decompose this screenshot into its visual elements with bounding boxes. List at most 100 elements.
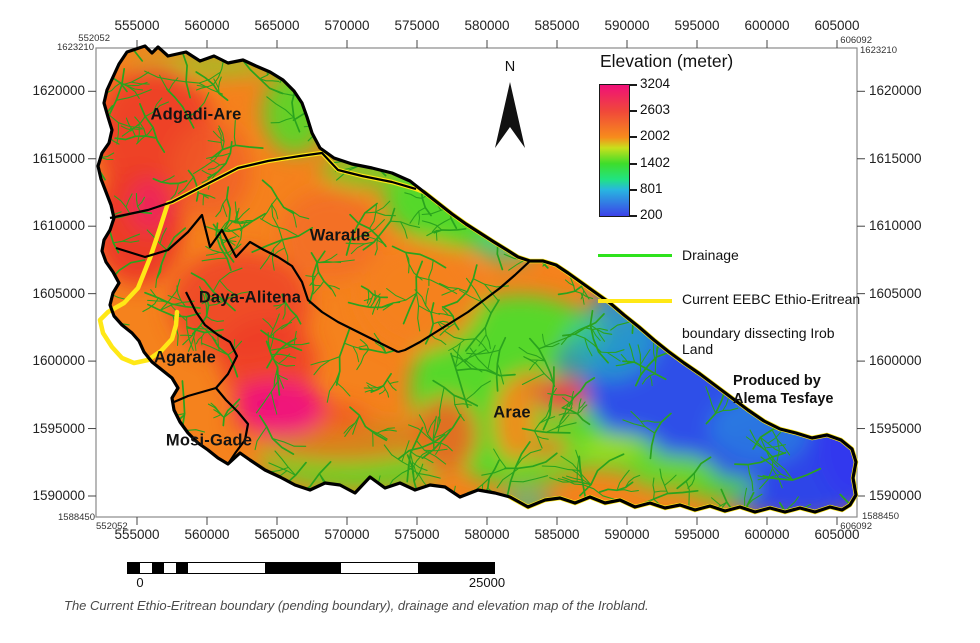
legend-title: Elevation (meter) [600, 51, 734, 71]
drainage-stream [201, 171, 219, 184]
x-axis-tick-label: 560000 [184, 527, 230, 542]
drainage-stream [213, 414, 222, 419]
drainage-stream [819, 414, 836, 419]
drainage-stream [351, 111, 374, 130]
drainage-stream [206, 152, 231, 159]
drainage-stream [683, 87, 694, 109]
drainage-stream [741, 224, 750, 239]
drainage-stream [550, 212, 571, 249]
drainage-stream [350, 243, 366, 255]
drainage-stream [270, 116, 295, 124]
drainage-stream [540, 146, 543, 160]
x-axis-tick-label: 605000 [814, 527, 860, 542]
drainage-stream [767, 245, 772, 263]
drainage-stream [571, 469, 584, 481]
drainage-stream [764, 444, 786, 449]
drainage-stream [106, 407, 123, 432]
drainage-stream [456, 499, 466, 512]
drainage-stream [579, 453, 625, 497]
drainage-stream [414, 72, 426, 77]
drainage-stream [615, 361, 636, 367]
drainage-stream [658, 261, 661, 279]
drainage-stream [758, 102, 768, 118]
drainage-stream [672, 151, 685, 165]
drainage-stream [273, 302, 287, 307]
drainage-stream [374, 511, 384, 512]
drainage-stream [629, 247, 665, 272]
drainage-stream [541, 49, 547, 75]
drainage-stream [223, 404, 239, 419]
drainage-stream [109, 366, 112, 376]
drainage-stream [753, 203, 777, 227]
drainage-stream [270, 391, 278, 415]
drainage-stream [329, 140, 353, 144]
drainage-stream [751, 65, 761, 76]
drainage-stream [167, 77, 179, 92]
drainage-stream [738, 245, 769, 250]
drainage-stream [393, 139, 413, 152]
drainage-stream [160, 175, 175, 183]
drainage-stream [390, 134, 395, 155]
drainage-stream [748, 225, 758, 288]
drainage-stream [376, 296, 381, 311]
drainage-stream [812, 184, 825, 196]
drainage-stream [752, 244, 774, 269]
drainage-stream [652, 477, 655, 500]
drainage-stream [369, 290, 376, 308]
drainage-stream [780, 46, 795, 54]
drainage-stream [144, 70, 187, 83]
drainage-stream [839, 493, 856, 512]
drainage-stream [701, 269, 715, 288]
drainage-stream [598, 349, 625, 354]
drainage-stream [811, 422, 831, 428]
drainage-stream [207, 162, 227, 170]
drainage-stream [477, 138, 489, 146]
x-axis-tick-label: 575000 [394, 527, 440, 542]
drainage-stream [555, 414, 570, 429]
drainage-stream [418, 210, 420, 225]
drainage-stream [201, 257, 228, 262]
drainage-stream [415, 92, 425, 96]
colorbar-tick-label: 3204 [640, 76, 671, 91]
drainage-stream [121, 240, 140, 243]
drainage-stream [606, 352, 621, 362]
drainage-stream [436, 74, 449, 82]
drainage-stream [496, 467, 520, 489]
drainage-stream [540, 67, 552, 104]
drainage-stream [219, 279, 238, 297]
y-axis-tick-label: 1605000 [32, 285, 85, 301]
drainage-stream [735, 151, 749, 173]
drainage-stream [528, 146, 550, 152]
drainage-stream [378, 388, 386, 395]
drainage-stream [283, 57, 297, 65]
drainage-stream [487, 344, 496, 370]
drainage-stream [799, 132, 807, 177]
scale-bar-start-label: 0 [136, 575, 144, 590]
drainage-stream [651, 255, 658, 281]
drainage-stream [326, 121, 338, 134]
drainage-stream [464, 195, 477, 200]
drainage-stream [433, 227, 467, 234]
corner-coordinate-label: 1623210 [860, 45, 897, 56]
drainage-stream [453, 394, 465, 422]
drainage-stream [673, 126, 680, 146]
drainage-stream [368, 203, 378, 230]
drainage-stream [271, 357, 296, 367]
x-axis-tick-label: 585000 [534, 527, 580, 542]
x-axis-tick-label: 605000 [814, 18, 860, 33]
drainage-stream [412, 450, 431, 469]
drainage-stream [152, 97, 163, 113]
drainage-stream [829, 74, 835, 85]
drainage-stream [484, 326, 491, 350]
drainage-stream [212, 267, 243, 293]
drainage-stream [654, 340, 660, 375]
drainage-stream [658, 287, 668, 298]
drainage-stream [277, 53, 290, 62]
drainage-stream [470, 95, 504, 139]
scale-bar-segment [264, 563, 341, 573]
drainage-stream [692, 197, 736, 210]
y-axis-tick-label: 1595000 [32, 420, 85, 436]
drainage-stream [428, 259, 434, 287]
drainage-stream [452, 348, 472, 370]
drainage-stream [313, 118, 356, 138]
